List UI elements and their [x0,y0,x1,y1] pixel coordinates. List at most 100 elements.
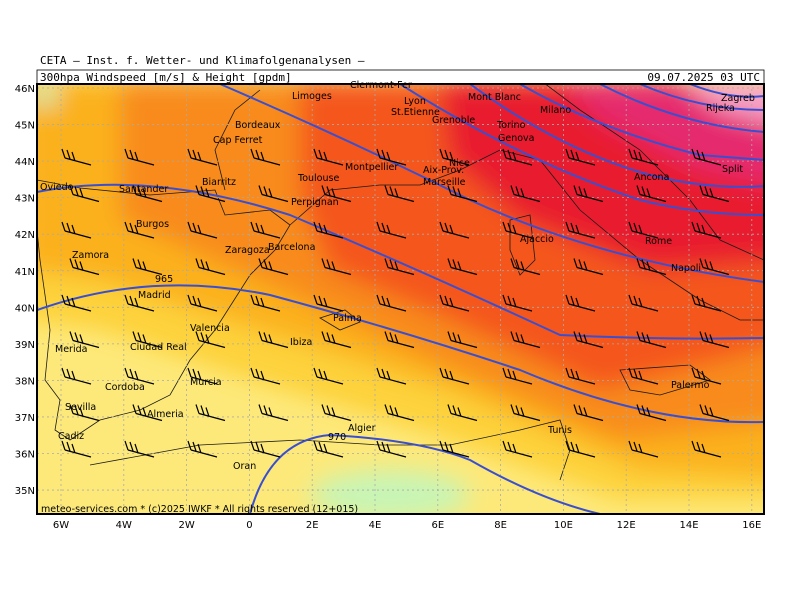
wind-barb [250,440,281,458]
wind-barb [565,367,596,385]
lat-label: 43N [15,194,35,205]
place-name: Oran [233,461,256,472]
place-name: Almeria [147,409,184,420]
wind-barb [384,331,415,349]
place-name: Cadiz [58,431,84,442]
place-name: Zagreb [721,93,755,104]
wind-barb [321,185,352,203]
wind-barb [250,221,281,239]
wind-barb [132,258,163,276]
wind-barb [502,221,533,239]
place-name: Rijeka [706,103,735,114]
wind-barb [628,367,659,385]
wind-barb [195,404,226,422]
place-name: Zamora [72,250,109,261]
wind-barb [61,440,92,458]
place-name: Marseille [423,177,466,188]
wind-barb [313,440,344,458]
place-name: Split [722,164,743,175]
lat-label: 40N [15,303,35,314]
place-name: Toulouse [297,173,339,184]
wind-barb [321,331,352,349]
wind-barb [628,440,659,458]
wind-barb [573,258,604,276]
lon-label: 6E [431,520,444,531]
lon-label: 6W [53,520,69,531]
wind-barb [699,185,730,203]
wind-barb [124,221,155,239]
wind-barb [502,367,533,385]
wind-barb [691,367,722,385]
wind-barb [250,367,281,385]
place-name: Clermont-Fer [350,80,412,91]
wind-barb [447,404,478,422]
field-title: 300hpa_Windspeed_[m/s]_&_Height_[gpdm] [40,71,292,84]
wind-barb [187,440,218,458]
wind-barb [510,404,541,422]
wind-barb [565,294,596,312]
place-name: Cordoba [105,382,145,393]
place-name: Palermo [671,380,710,391]
wind-barb [124,148,155,166]
place-name: Oviedo [40,182,74,193]
wind-barb [250,148,281,166]
lon-label: 10E [554,520,573,531]
place-name: Ajaccio [520,234,554,245]
wind-barb [502,294,533,312]
lat-label: 41N [15,267,35,278]
lon-label: 0 [246,520,252,531]
place-name: Santander [119,184,168,195]
place-name: Rome [645,236,672,247]
wind-barb [565,148,596,166]
wind-barb [628,148,659,166]
wind-barb [61,294,92,312]
wind-barb [313,148,344,166]
wind-barb [187,221,218,239]
lon-label: 2E [306,520,319,531]
lat-label: 38N [15,376,35,387]
wind-barb [187,148,218,166]
place-name: Madrid [138,290,171,301]
lon-label: 8E [494,520,507,531]
place-name: Cap Ferret [213,135,263,146]
wind-barb [573,185,604,203]
place-name: Tunis [547,425,572,436]
place-name: Limoges [292,91,332,102]
wind-barb [258,331,289,349]
place-name: Barcelona [268,242,315,253]
wind-barb [384,258,415,276]
place-name: Zaragoza [225,245,270,256]
wind-barb [573,404,604,422]
place-name: Biarritz [202,177,236,188]
wind-barb [439,221,470,239]
map-frame [36,83,765,515]
lon-label: 14E [679,520,698,531]
wind-barb [313,294,344,312]
wind-barb [313,367,344,385]
wind-barb [258,258,289,276]
wind-barb [376,367,407,385]
wind-barb [195,258,226,276]
lat-label: 44N [15,157,35,168]
wind-barb [61,367,92,385]
place-name: Napoli [671,263,701,274]
place-name: St.Etienne [391,107,440,118]
lat-label: 39N [15,340,35,351]
wind-barb [628,294,659,312]
lon-label: 2W [178,520,194,531]
wind-barb [124,294,155,312]
wind-barb [565,440,596,458]
place-name: Ibiza [290,337,312,348]
valid-time: 09.07.2025 03 UTC [647,71,760,84]
wind-barb [699,331,730,349]
wind-barb [691,221,722,239]
wind-barb [691,440,722,458]
lon-label: 4W [116,520,132,531]
wind-barb [502,148,533,166]
wind-barb [439,294,470,312]
wind-barb [124,367,155,385]
place-name: Palma [333,313,362,324]
map-field [37,84,764,514]
wind-barb [376,148,407,166]
wind-barb [447,331,478,349]
